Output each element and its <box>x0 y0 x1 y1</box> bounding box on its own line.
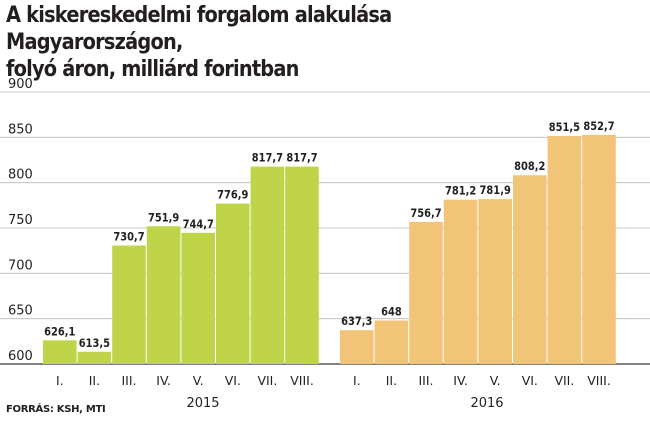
bar-2016-2 <box>374 320 409 364</box>
source-note: FORRÁS: KSH, MTI <box>6 404 106 415</box>
x-tick-label: V. <box>490 373 501 388</box>
x-tick-label: II. <box>386 373 397 388</box>
year-label-2015: 2015 <box>186 396 219 411</box>
bar-2016-3 <box>409 221 443 364</box>
y-tick-label: 900 <box>8 77 33 92</box>
bar-2016-4 <box>443 199 478 364</box>
data-label: 776,9 <box>217 188 248 202</box>
year-label-2016: 2016 <box>470 396 503 411</box>
chart-title-line-1: A kiskereskedelmi forgalom alakulása Mag… <box>6 3 392 55</box>
bar-2016-8 <box>582 134 616 364</box>
x-tick-label: VIII. <box>290 373 314 388</box>
data-label: 817,7 <box>286 151 317 165</box>
x-tick-label: III. <box>418 373 433 388</box>
x-tick-label: I. <box>353 373 361 388</box>
data-label: 730,7 <box>113 230 144 244</box>
data-label: 613,5 <box>79 336 110 350</box>
data-label: 817,7 <box>252 151 283 165</box>
x-tick-label: III. <box>121 373 136 388</box>
data-label: 648 <box>381 305 402 319</box>
data-label: 781,2 <box>445 184 476 198</box>
x-tick-label: VII. <box>257 373 277 388</box>
x-tick-label: VI. <box>225 373 241 388</box>
bar-2015-7 <box>250 166 285 364</box>
bar-2016-5 <box>478 199 512 364</box>
bar-2016-6 <box>513 175 547 364</box>
bar-2015-4 <box>146 226 181 364</box>
y-tick-label: 600 <box>8 349 33 364</box>
data-label: 744,7 <box>183 217 214 231</box>
x-tick-label: II. <box>89 373 100 388</box>
data-label: 808,2 <box>514 160 545 174</box>
x-tick-label: IV. <box>156 373 171 388</box>
bar-2015-2 <box>77 351 112 364</box>
x-tick-label: VI. <box>522 373 538 388</box>
bar-2015-1 <box>43 340 77 364</box>
y-tick-label: 650 <box>8 304 33 319</box>
data-label: 626,1 <box>44 325 75 339</box>
x-tick-label: I. <box>56 373 64 388</box>
x-tick-label: IV. <box>453 373 468 388</box>
y-tick-label: 850 <box>8 122 33 137</box>
y-tick-label: 800 <box>8 168 33 183</box>
bar-2015-6 <box>216 203 250 364</box>
bar-2015-8 <box>285 166 319 364</box>
bar-2016-1 <box>340 330 374 364</box>
data-label: 751,9 <box>148 211 179 225</box>
bar-2016-7 <box>547 135 582 364</box>
chart-title: A kiskereskedelmi forgalom alakulása Mag… <box>6 2 569 83</box>
chart-title-line-2: folyó áron, milliárd forintban <box>6 57 299 82</box>
data-label: 851,5 <box>549 120 580 134</box>
data-label: 756,7 <box>410 206 441 220</box>
y-tick-label: 700 <box>8 258 33 273</box>
x-tick-label: VII. <box>554 373 574 388</box>
bar-2015-5 <box>181 232 215 364</box>
data-label: 852,7 <box>583 119 614 133</box>
x-tick-label: VIII. <box>587 373 611 388</box>
y-tick-label: 750 <box>8 213 33 228</box>
data-label: 637,3 <box>341 314 372 328</box>
x-tick-label: V. <box>193 373 204 388</box>
bar-2015-3 <box>112 245 146 364</box>
data-label: 781,9 <box>480 183 511 197</box>
